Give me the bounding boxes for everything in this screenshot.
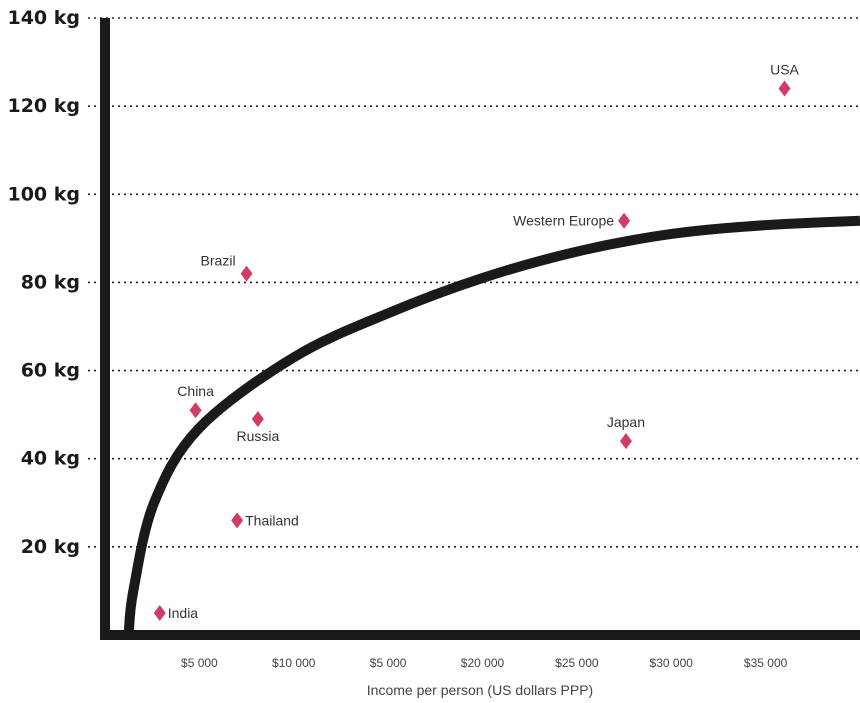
data-point-thailand [231, 512, 244, 529]
data-point-western-europe [618, 212, 631, 229]
x-tick-label: $25 000 [555, 656, 599, 670]
axes [100, 18, 860, 640]
x-tick-label: $5 000 [181, 656, 218, 670]
y-tick-label: 60 kg [21, 360, 80, 382]
data-point-usa [778, 80, 791, 97]
point-labels: USA Western Europe Brazil China Russia Japan T… [168, 62, 800, 621]
point-label: Russia [236, 428, 279, 444]
x-tick-label: $10 000 [272, 656, 316, 670]
point-label: Thailand [245, 512, 299, 528]
point-label: Japan [607, 414, 645, 430]
x-tick-label: $35 000 [744, 656, 788, 670]
data-point-india [153, 604, 166, 621]
point-label: China [177, 383, 214, 399]
y-tick-label: 100 kg [7, 183, 80, 205]
data-point-brazil [240, 265, 253, 282]
point-label: Brazil [201, 253, 236, 269]
y-tick-label: 20 kg [21, 536, 80, 558]
data-point-japan [619, 433, 632, 450]
y-tick-label: 80 kg [21, 271, 80, 293]
y-tick-label: 40 kg [21, 448, 80, 470]
data-point-china [189, 402, 202, 419]
point-label: Western Europe [513, 213, 614, 229]
data-points [153, 80, 791, 621]
point-label: India [168, 605, 199, 621]
trend-curve [123, 215, 860, 636]
data-point-russia [251, 411, 264, 428]
x-tick-label: $30 000 [650, 656, 694, 670]
x-axis-title: Income per person (US dollars PPP) [367, 682, 593, 698]
trend-curve-layer [123, 215, 860, 636]
x-tick-label: $20 000 [461, 656, 505, 670]
point-label: USA [770, 62, 799, 78]
y-tick-label: 140 kg [7, 7, 80, 29]
y-tick-labels: 20 kg 40 kg 60 kg 80 kg 100 kg 120 kg 140 kg [7, 7, 80, 558]
y-tick-label: 120 kg [7, 95, 80, 117]
x-tick-labels: $5 000 $10 000 $5 000 $20 000 $25 000 $30 000… [181, 656, 788, 670]
x-tick-label: $5 000 [370, 656, 407, 670]
